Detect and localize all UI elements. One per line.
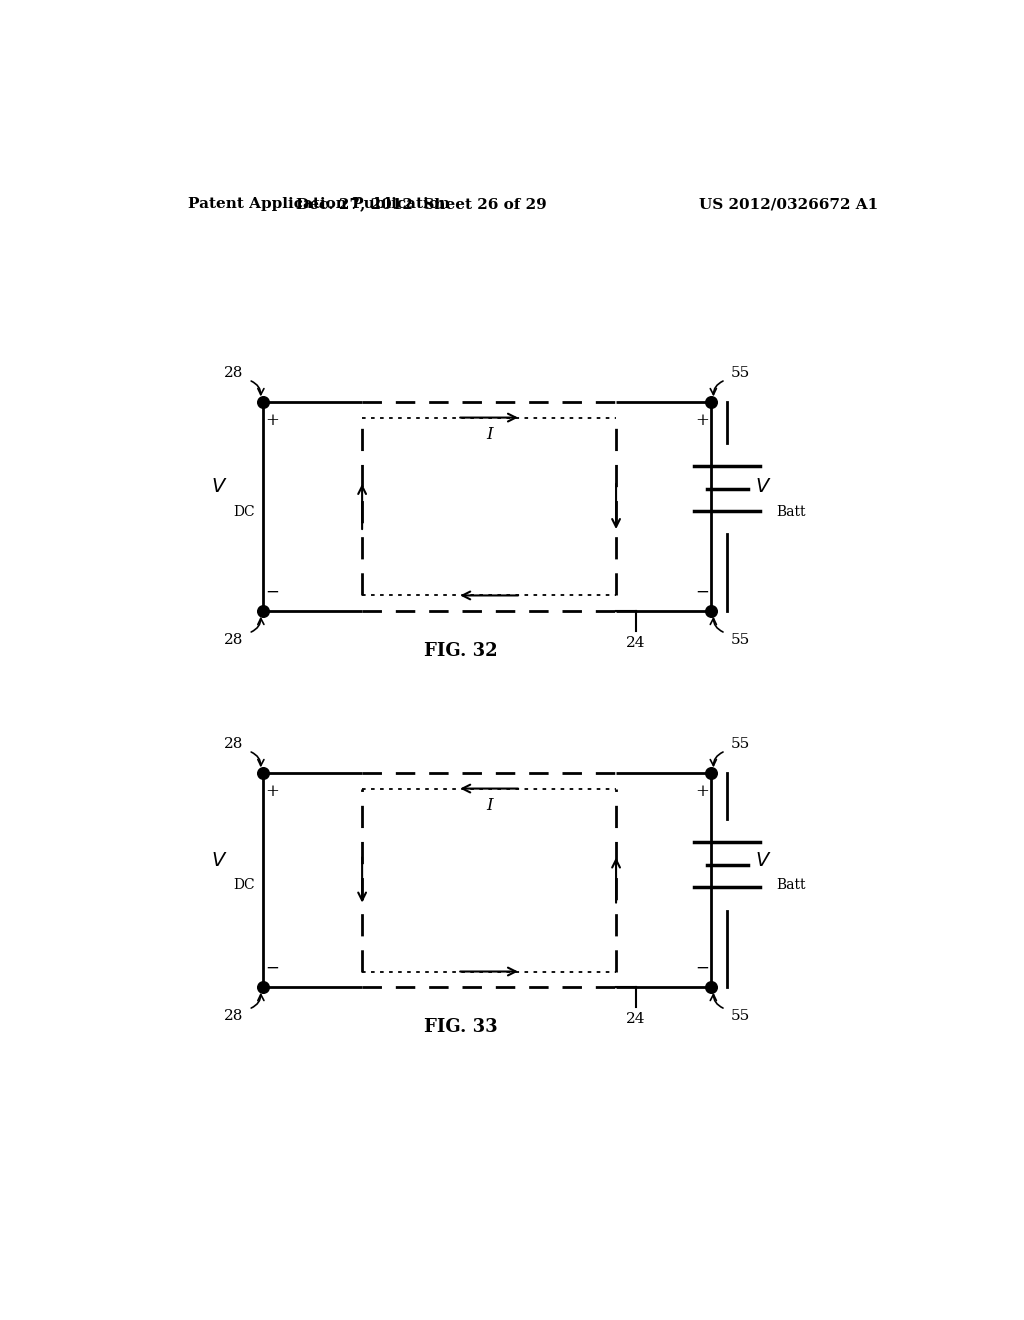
Text: −: − — [265, 960, 280, 977]
Text: +: + — [265, 412, 280, 429]
Point — [703, 977, 720, 998]
Text: −: − — [265, 583, 280, 601]
Point — [703, 763, 720, 784]
Text: +: + — [695, 412, 709, 429]
Text: FIG. 32: FIG. 32 — [425, 643, 498, 660]
Text: DC: DC — [233, 878, 255, 892]
Text: I: I — [485, 426, 493, 442]
Text: Dec. 27, 2012  Sheet 26 of 29: Dec. 27, 2012 Sheet 26 of 29 — [296, 197, 547, 211]
Text: Batt: Batt — [776, 878, 806, 892]
Point — [255, 977, 271, 998]
Text: 24: 24 — [626, 1012, 645, 1026]
Text: −: − — [695, 960, 709, 977]
Text: US 2012/0326672 A1: US 2012/0326672 A1 — [699, 197, 879, 211]
Text: Patent Application Publication: Patent Application Publication — [187, 197, 450, 211]
Text: $V$: $V$ — [755, 478, 771, 496]
Point — [255, 763, 271, 784]
Text: I: I — [485, 797, 493, 813]
Text: 55: 55 — [731, 1008, 751, 1023]
Text: $V$: $V$ — [211, 851, 227, 870]
Text: +: + — [695, 783, 709, 800]
Point — [255, 392, 271, 413]
Text: 55: 55 — [731, 634, 751, 647]
Point — [703, 392, 720, 413]
Text: 28: 28 — [223, 1008, 243, 1023]
Text: 28: 28 — [223, 634, 243, 647]
Text: DC: DC — [233, 504, 255, 519]
Text: −: − — [695, 583, 709, 601]
Text: FIG. 33: FIG. 33 — [425, 1019, 498, 1036]
Text: 28: 28 — [223, 366, 243, 380]
Text: 24: 24 — [626, 636, 645, 651]
Text: +: + — [265, 783, 280, 800]
Text: 55: 55 — [731, 737, 751, 751]
Point — [255, 601, 271, 622]
Text: 28: 28 — [223, 737, 243, 751]
Point — [703, 601, 720, 622]
Text: $V$: $V$ — [755, 851, 771, 870]
Text: Batt: Batt — [776, 504, 806, 519]
Text: 55: 55 — [731, 366, 751, 380]
Text: $V$: $V$ — [211, 478, 227, 496]
